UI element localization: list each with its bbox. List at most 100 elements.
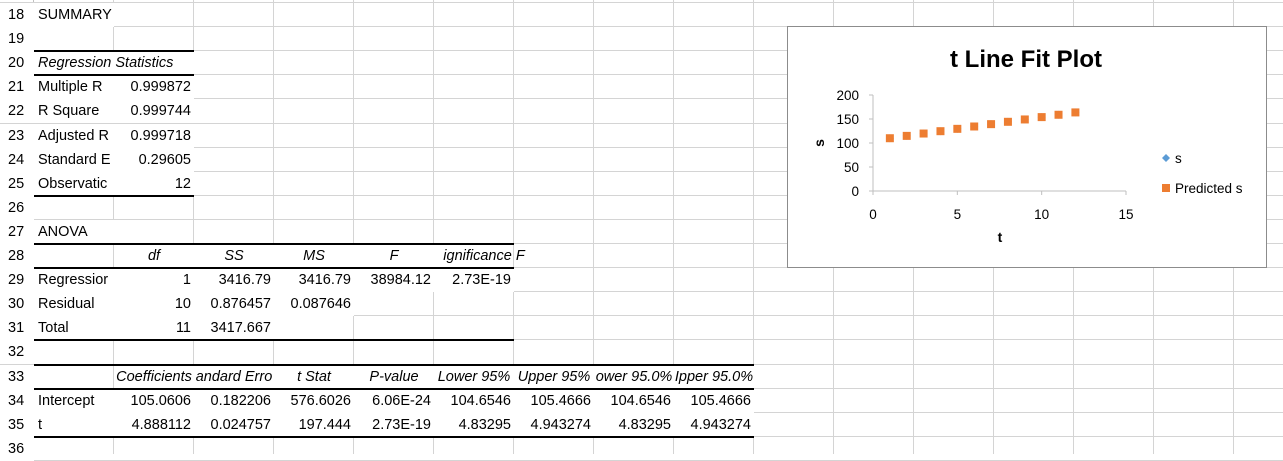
row-number[interactable]: 34 (0, 389, 34, 413)
cell[interactable]: ANOVA (34, 220, 114, 244)
row-number[interactable]: 30 (0, 292, 34, 316)
cell[interactable]: 0.087646 (274, 292, 354, 316)
row-number[interactable]: 36 (0, 437, 34, 461)
row-number[interactable]: 35 (0, 413, 34, 437)
cell[interactable]: 0.182206 (194, 389, 274, 413)
row-number[interactable]: 32 (0, 340, 34, 364)
cell[interactable]: 1 (114, 268, 194, 292)
grid-row-line (0, 98, 1283, 99)
cell[interactable]: SS (194, 244, 274, 268)
cell[interactable]: Total (34, 316, 114, 340)
cell[interactable]: 6.06E-24 (354, 389, 434, 413)
grid-column-line (593, 0, 594, 454)
cell[interactable]: 38984.12 (354, 268, 434, 292)
cell[interactable]: F (354, 244, 434, 268)
cell[interactable]: 105.0606 (114, 389, 194, 413)
cell[interactable]: 2.73E-19 (354, 413, 434, 437)
cell[interactable]: 105.4666 (674, 389, 754, 413)
cell[interactable]: Ipper 95.0% (674, 365, 754, 389)
grid-row-line (0, 123, 1283, 124)
row-number[interactable]: 22 (0, 99, 34, 123)
cell[interactable]: 4.83295 (434, 413, 514, 437)
data-point-predicted-s (953, 124, 962, 133)
y-axis-label: s (811, 139, 827, 147)
cell[interactable]: 197.444 (274, 413, 354, 437)
cell[interactable]: Regression Statistics (34, 51, 194, 75)
cell[interactable]: Coefficients (114, 365, 194, 389)
cell[interactable]: ower 95.0% (594, 365, 674, 389)
cell[interactable]: 3416.79 (274, 268, 354, 292)
cell[interactable]: Standard E (34, 148, 114, 172)
grid-column-line (433, 0, 434, 454)
row-number[interactable]: 28 (0, 244, 34, 268)
table-border (34, 436, 754, 438)
cell[interactable]: 2.73E-19 (434, 268, 514, 292)
cell[interactable]: Residual (34, 292, 114, 316)
grid-row-line (0, 243, 1283, 244)
data-point-predicted-s (902, 131, 911, 140)
cell[interactable]: 104.6546 (434, 389, 514, 413)
cell[interactable]: 576.6026 (274, 389, 354, 413)
cell[interactable]: 0.999872 (114, 75, 194, 99)
cell[interactable]: 0.999718 (114, 124, 194, 148)
row-number[interactable]: 31 (0, 316, 34, 340)
cell[interactable]: 105.4666 (514, 389, 594, 413)
cell[interactable]: 0.024757 (194, 413, 274, 437)
cell[interactable]: 4.943274 (514, 413, 594, 437)
row-number[interactable]: 20 (0, 51, 34, 75)
cell[interactable]: ignificance F (443, 248, 525, 264)
table-border (34, 388, 754, 390)
row-number[interactable]: 26 (0, 196, 34, 220)
cell[interactable]: t Stat (274, 365, 354, 389)
grid-row-line (0, 26, 1283, 27)
row-number[interactable]: 23 (0, 124, 34, 148)
cell[interactable]: 104.6546 (594, 389, 674, 413)
cell[interactable]: 3416.79 (194, 268, 274, 292)
row-number[interactable]: 27 (0, 220, 34, 244)
row-number[interactable]: 18 (0, 3, 34, 27)
cell[interactable]: 0.999744 (114, 99, 194, 123)
cell[interactable]: 4.888112 (114, 413, 194, 437)
data-point-predicted-s (1003, 117, 1012, 126)
line-fit-plot-chart[interactable]: t Line Fit Plot 0 50 100 150 200 0 5 10 15 t s s Pred… (787, 26, 1267, 268)
row-number[interactable]: 19 (0, 27, 34, 51)
cell[interactable]: Multiple R (34, 75, 114, 99)
cell[interactable]: Lower 95% (434, 365, 514, 389)
cell[interactable]: df (114, 244, 194, 268)
data-point-predicted-s (936, 127, 945, 136)
cell[interactable]: P-value (354, 365, 434, 389)
cell[interactable]: 11 (114, 316, 194, 340)
row-number[interactable]: 24 (0, 148, 34, 172)
cell[interactable]: 4.943274 (674, 413, 754, 437)
grid-column-line (753, 0, 754, 454)
row-number[interactable]: 33 (0, 365, 34, 389)
y-tick-label: 50 (844, 160, 859, 175)
cell[interactable]: 12 (114, 172, 194, 196)
cell[interactable]: andard Erro (194, 365, 274, 389)
row-number[interactable]: 25 (0, 172, 34, 196)
cell[interactable]: Observatic (34, 172, 114, 196)
cell[interactable]: Upper 95% (514, 365, 594, 389)
row-number[interactable]: 21 (0, 75, 34, 99)
cell[interactable]: R Square (34, 99, 114, 123)
y-tick-label: 100 (836, 136, 859, 151)
cell[interactable]: 0.29605 (114, 148, 194, 172)
cell[interactable]: 3417.667 (194, 316, 274, 340)
cell[interactable]: 4.83295 (594, 413, 674, 437)
cell[interactable]: SUMMARY OUTPUT (34, 3, 114, 27)
cell[interactable]: Regressior (34, 268, 114, 292)
row-number[interactable]: 29 (0, 268, 34, 292)
grid-row-line (0, 74, 1283, 75)
cell[interactable]: 0.876457 (194, 292, 274, 316)
cell[interactable]: MS (274, 244, 354, 268)
cell[interactable]: Adjusted R (34, 124, 114, 148)
cell[interactable]: t (34, 413, 114, 437)
cell[interactable]: 10 (114, 292, 194, 316)
grid-column-line (273, 0, 274, 454)
grid-row-line (0, 50, 1283, 51)
data-point-predicted-s (1037, 113, 1046, 122)
legend-label: s (1175, 151, 1182, 166)
cell[interactable]: Intercept (34, 389, 114, 413)
y-tick-label: 150 (836, 112, 859, 127)
